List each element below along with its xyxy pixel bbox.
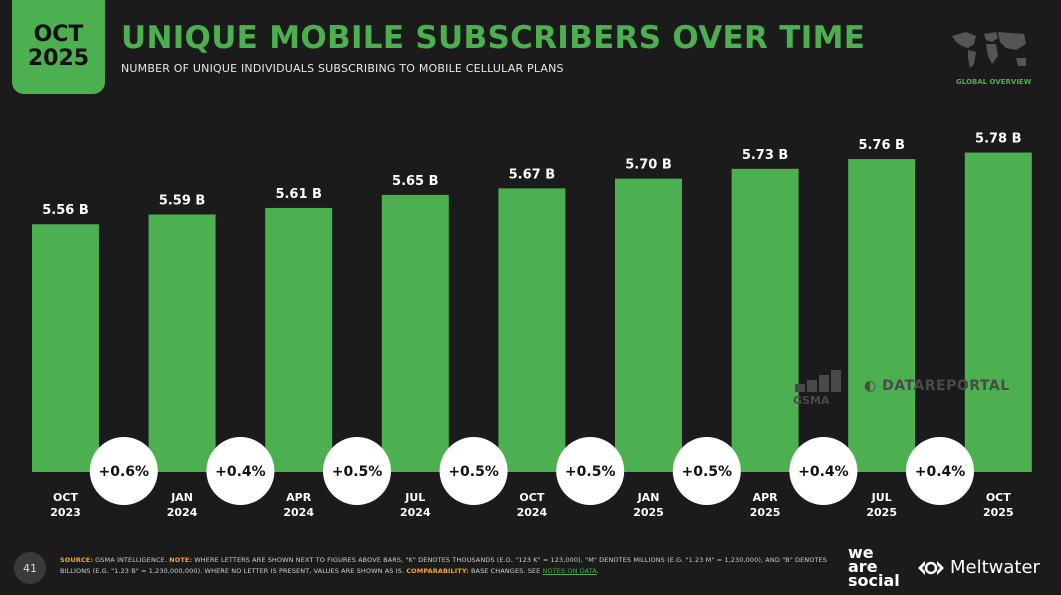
x-tick-label-year: 2025 xyxy=(633,506,664,519)
x-tick-label-year: 2024 xyxy=(400,506,431,519)
change-bubble xyxy=(323,437,391,505)
bar xyxy=(964,152,1032,472)
bar xyxy=(498,188,566,472)
we-are-social-logo: we are social xyxy=(848,543,900,590)
comparability-label: COMPARABILITY: xyxy=(406,567,469,575)
bar xyxy=(381,194,449,472)
x-tick-label-year: 2023 xyxy=(50,506,81,519)
bar xyxy=(265,207,333,472)
x-tick-label-month: JUL xyxy=(871,491,892,504)
change-bubble xyxy=(89,437,158,505)
x-tick-label-month: APR xyxy=(286,491,312,504)
change-label: +0.5% xyxy=(448,464,499,480)
bar-value-label: 5.65 B xyxy=(392,174,439,189)
bar-chart: 5.56 B OCT 2023 5.59 B JAN 2024 5.61 B APR 2024 5… xyxy=(32,132,1032,519)
change-bubble xyxy=(906,437,974,505)
datareportal-text: DATAREPORTAL xyxy=(882,378,1010,394)
bar xyxy=(731,168,799,472)
x-tick-label-month: JUL xyxy=(404,491,425,504)
change-label: +0.4% xyxy=(215,464,266,480)
x-tick-label-month: OCT xyxy=(53,491,78,504)
change-bubble xyxy=(789,437,858,505)
change-label: +0.6% xyxy=(99,464,150,480)
page-subtitle: NUMBER OF UNIQUE INDIVIDUALS SUBSCRIBING… xyxy=(121,62,564,75)
notes-on-data-link[interactable]: NOTES ON DATA xyxy=(542,567,597,575)
footnote: SOURCE: GSMA INTELLIGENCE. NOTE: WHERE L… xyxy=(60,555,830,577)
x-tick-label-month: APR xyxy=(753,491,779,504)
note-text: WHERE LETTERS ARE SHOWN NEXT TO FIGURES … xyxy=(60,556,827,575)
x-tick-label-month: OCT xyxy=(986,491,1011,504)
bar-value-label: 5.59 B xyxy=(159,193,206,208)
date-year: 2025 xyxy=(27,46,90,71)
x-tick-label-month: JAN xyxy=(170,491,193,504)
footnote-period: . xyxy=(596,567,599,575)
change-bubble xyxy=(206,437,275,505)
page-title: UNIQUE MOBILE SUBSCRIBERS OVER TIME xyxy=(121,20,866,56)
gsma-logo: GSMA xyxy=(793,370,841,406)
x-tick-label-year: 2025 xyxy=(983,506,1014,519)
source-text: GSMA INTELLIGENCE. xyxy=(93,556,170,564)
bar-value-label: 5.78 B xyxy=(975,132,1022,147)
date-month: OCT xyxy=(33,22,84,47)
x-tick-label-month: OCT xyxy=(519,491,544,504)
bar-value-label: 5.67 B xyxy=(509,167,556,182)
was-line-1: we xyxy=(848,543,874,562)
change-bubble xyxy=(439,437,508,505)
bar-value-label: 5.73 B xyxy=(742,148,789,163)
was-line-3: social xyxy=(848,571,900,590)
bar-value-label: 5.76 B xyxy=(858,138,905,153)
map-label: GLOBAL OVERVIEW xyxy=(956,78,1032,86)
meltwater-text: Meltwater xyxy=(950,557,1040,578)
change-bubble xyxy=(672,437,741,505)
x-tick-label-year: 2025 xyxy=(866,506,897,519)
change-label: +0.4% xyxy=(798,464,849,480)
comparability-text: BASE CHANGES. SEE xyxy=(468,567,543,575)
page-number: 41 xyxy=(14,552,46,584)
x-tick-label-year: 2024 xyxy=(283,506,314,519)
x-tick-label-year: 2024 xyxy=(517,506,548,519)
world-map-icon xyxy=(952,32,1026,68)
note-label: NOTE: xyxy=(169,556,193,564)
bar xyxy=(615,178,682,472)
change-label: +0.5% xyxy=(332,464,383,480)
date-badge: OCT 2025 xyxy=(12,0,105,94)
change-bubble xyxy=(556,437,625,505)
bar-value-label: 5.70 B xyxy=(625,158,672,173)
change-label: +0.5% xyxy=(565,464,616,480)
datareportal-icon: ◐ xyxy=(864,378,883,394)
change-label: +0.5% xyxy=(682,464,733,480)
source-label: SOURCE: xyxy=(60,556,93,564)
bar-value-label: 5.56 B xyxy=(42,203,89,218)
bar xyxy=(148,214,216,472)
datareportal-logo: ◐ DATAREPORTAL xyxy=(864,378,1010,394)
bar-value-label: 5.61 B xyxy=(275,187,322,202)
bar xyxy=(848,159,916,473)
x-tick-label-month: JAN xyxy=(637,491,660,504)
change-label: +0.4% xyxy=(915,464,966,480)
x-tick-label-year: 2025 xyxy=(750,506,781,519)
was-line-2: are xyxy=(848,557,878,576)
gsma-text: GSMA xyxy=(793,394,830,406)
meltwater-icon xyxy=(918,560,944,575)
bar xyxy=(32,224,99,472)
meltwater-logo: Meltwater xyxy=(916,557,1040,578)
x-tick-label-year: 2024 xyxy=(167,506,198,519)
